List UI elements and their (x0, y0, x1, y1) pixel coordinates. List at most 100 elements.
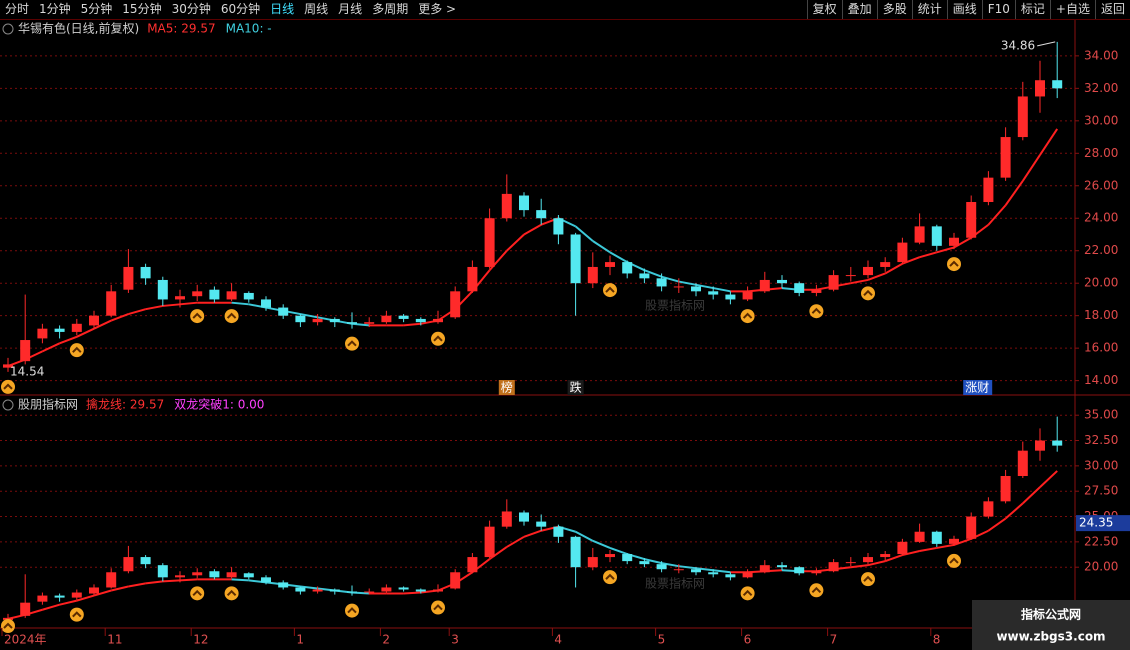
badge-bg (963, 380, 993, 395)
indicator-line (919, 546, 937, 552)
signal-circle (190, 309, 205, 324)
badge-bg (567, 380, 584, 395)
signal-marker (1, 619, 15, 633)
x-tick-label: 8 (933, 633, 941, 647)
candle-body (1052, 80, 1063, 89)
indicator-line (506, 233, 525, 252)
signal-chevron (433, 604, 443, 611)
candle-body (106, 291, 117, 316)
candle-body (295, 587, 306, 592)
signal-chevron (605, 286, 615, 293)
candle-body (742, 572, 753, 578)
candle-body (433, 318, 443, 323)
toolbar-button[interactable]: 5分钟 (80, 2, 113, 16)
candle-body (71, 592, 82, 598)
candle-body (312, 589, 323, 592)
toolbar-button[interactable]: 标记 (1014, 0, 1050, 19)
max-price-arrow (1037, 41, 1056, 47)
legend-entry: 擒龙线: 29.57 (86, 397, 164, 412)
candle-body (295, 315, 306, 323)
toolbar-button[interactable]: 更多 > (418, 2, 457, 16)
signal-chevron (72, 346, 82, 353)
indicator-line (902, 256, 920, 265)
candle-body (914, 531, 925, 542)
indicator-line (128, 308, 146, 316)
indicator-line (231, 578, 249, 582)
candle-body (656, 564, 667, 570)
y-tick-label: 20.00 (1084, 276, 1118, 290)
toolbar-button[interactable]: 1分钟 (39, 2, 71, 16)
candle-body (37, 328, 48, 339)
candle-body (54, 328, 65, 332)
candle-body (157, 279, 168, 300)
toolbar-button[interactable]: 分时 (5, 2, 30, 16)
x-tick-label: 1 (296, 633, 304, 647)
indicator-line (128, 582, 146, 588)
signal-chevron (949, 557, 959, 564)
toolbar-button[interactable]: 返回 (1094, 0, 1130, 19)
signal-chevron (192, 312, 202, 319)
candle-body (1000, 137, 1011, 178)
badge-bg (498, 380, 515, 395)
toolbar-button[interactable]: 复权 (806, 0, 842, 19)
candle-body (450, 572, 461, 589)
indicator-line (1004, 180, 1024, 206)
candle-body (398, 587, 409, 590)
toolbar-button[interactable]: 60分钟 (220, 2, 261, 16)
signal-circle (69, 343, 84, 358)
indicator-line (300, 585, 318, 590)
x-tick-label: 6 (744, 633, 752, 647)
candle-body (20, 602, 31, 616)
y-tick-label: 16.00 (1084, 341, 1118, 355)
candle-body (381, 315, 392, 323)
toolbar-button[interactable]: 统计 (911, 0, 947, 19)
toolbar-button[interactable]: 叠加 (841, 0, 877, 19)
toolbar-button[interactable]: 月线 (338, 2, 363, 16)
toolbar-button[interactable]: 画线 (946, 0, 982, 19)
toolbar-button[interactable]: 多周期 (372, 2, 409, 16)
candle-body (243, 573, 254, 578)
signal-marker (740, 309, 755, 324)
y-tick-label: 24.00 (1084, 211, 1118, 225)
candle-body (123, 557, 134, 572)
signal-marker (224, 586, 239, 601)
toolbar-button[interactable]: 周线 (304, 2, 329, 16)
indicator-line (1004, 502, 1024, 520)
indicator-line (145, 304, 163, 311)
candle-body (845, 562, 856, 564)
indicator-line (93, 589, 112, 597)
toolbar-button[interactable]: 15分钟 (122, 2, 162, 16)
candle-body (37, 595, 48, 602)
signal-chevron (226, 312, 237, 319)
y-tick-label: 14.00 (1084, 373, 1118, 387)
y-tick-label: 27.50 (1084, 484, 1118, 498)
candle-body (673, 286, 684, 288)
candle-body (605, 554, 615, 558)
indicator-line (179, 578, 198, 582)
candle-body (450, 291, 461, 318)
toolbar-button[interactable]: +自选 (1049, 0, 1095, 19)
toolbar-button[interactable]: 日线 (270, 2, 295, 16)
toolbar-button[interactable]: 多股 (876, 0, 912, 19)
candle-body (897, 541, 908, 555)
candle-body (261, 577, 271, 583)
toolbar-button[interactable]: 30分钟 (171, 2, 211, 16)
signal-marker (345, 603, 359, 618)
candle-body (587, 557, 598, 568)
indicator-line (110, 313, 129, 322)
signal-circle (224, 586, 239, 601)
candle-body (587, 266, 598, 284)
signal-marker (947, 553, 961, 568)
candle-body (347, 591, 357, 593)
legend-entry: MA10: - (226, 22, 272, 36)
signal-circle (431, 600, 445, 615)
candle-body (3, 617, 13, 620)
indicator-line (162, 579, 181, 583)
indicator-line (403, 322, 421, 327)
signal-chevron (347, 607, 357, 614)
signal-chevron (742, 312, 753, 319)
candle-body (54, 595, 65, 598)
candle-body (278, 307, 289, 316)
toolbar-button[interactable]: F10 (981, 0, 1015, 19)
candle-body (656, 278, 667, 287)
